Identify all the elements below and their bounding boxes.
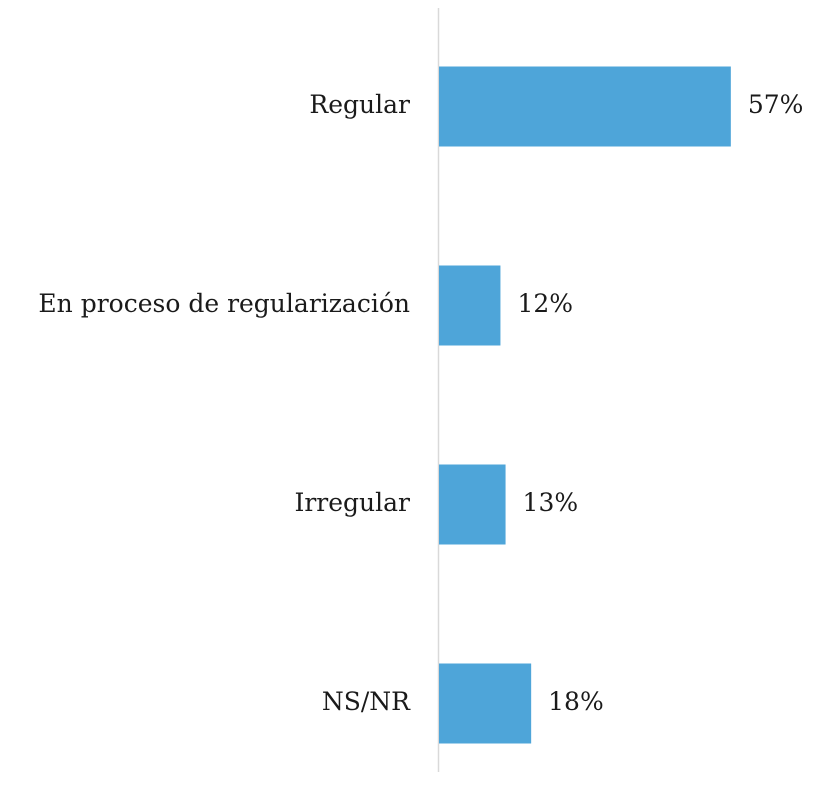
- bar: [439, 464, 506, 545]
- category-label: Irregular: [294, 488, 410, 517]
- category-label: Regular: [309, 90, 410, 119]
- value-label: 12%: [517, 289, 573, 318]
- category-label: NS/NR: [322, 687, 411, 716]
- bar: [439, 265, 501, 346]
- bar: [439, 663, 532, 744]
- value-label: 57%: [748, 90, 804, 119]
- bar: [439, 66, 731, 147]
- value-label: 13%: [523, 488, 579, 517]
- category-label: En proceso de regularización: [38, 289, 410, 318]
- value-label: 18%: [548, 687, 604, 716]
